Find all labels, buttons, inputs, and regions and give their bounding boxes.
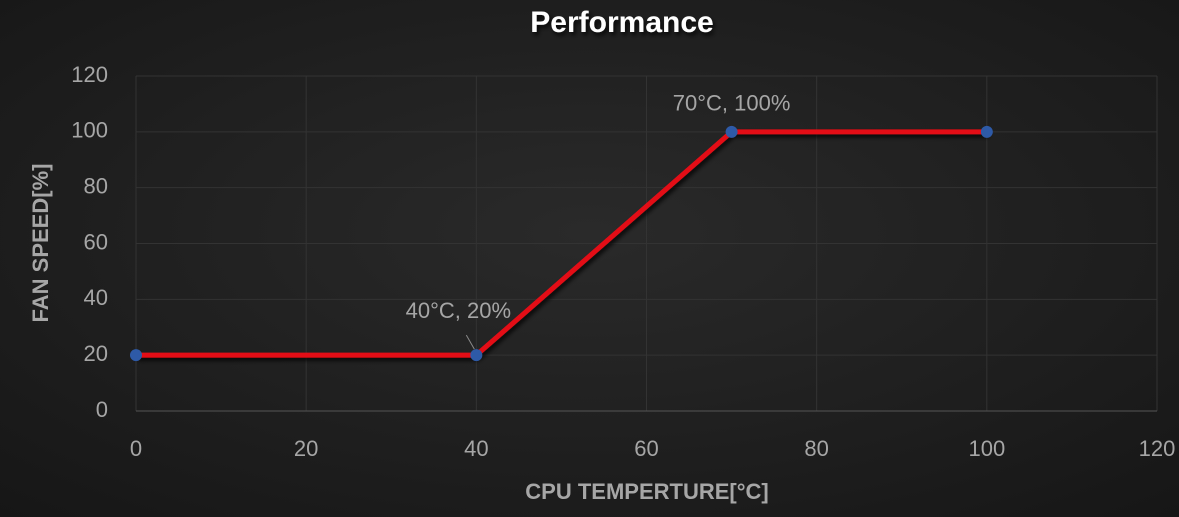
x-tick-label: 0 (130, 436, 142, 461)
x-tick-label: 60 (634, 436, 658, 461)
y-tick-label: 120 (71, 62, 108, 87)
annotation: 70°C, 100% (673, 91, 791, 116)
y-tick-label: 40 (84, 285, 108, 310)
data-point (130, 349, 142, 362)
x-tick-label: 80 (804, 436, 828, 461)
x-tick-label: 100 (968, 436, 1005, 461)
y-axis-title: FAN SPEED[%] (28, 164, 53, 323)
x-tick-label: 120 (1139, 436, 1176, 461)
chart-title: Performance (530, 6, 713, 39)
annotation: 40°C, 20% (406, 298, 511, 323)
data-point (980, 125, 993, 138)
x-tick-label: 20 (294, 436, 318, 461)
y-tick-label: 20 (84, 341, 108, 366)
annotation-leader (465, 334, 475, 350)
y-tick-label: 60 (84, 229, 108, 254)
y-tick-label: 100 (71, 118, 108, 143)
data-point (725, 125, 738, 138)
x-tick-label: 40 (464, 436, 488, 461)
data-line (136, 129, 987, 358)
y-tick-label: 0 (96, 397, 108, 422)
data-point (470, 349, 483, 362)
x-axis-title: CPU TEMPERTURE[°C] (525, 479, 768, 504)
y-tick-label: 80 (84, 173, 108, 198)
